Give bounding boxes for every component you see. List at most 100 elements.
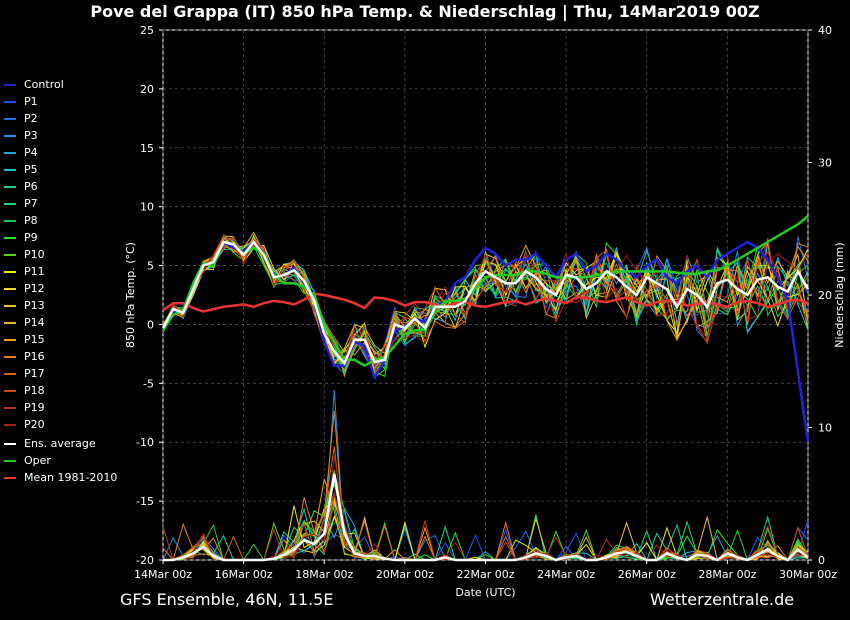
legend-swatch	[4, 118, 16, 120]
member-precip-line	[163, 455, 809, 561]
x-axis-label: Date (UTC)	[455, 586, 515, 599]
legend-item: P12	[4, 280, 122, 297]
y2-tick-label: 40	[818, 24, 832, 37]
legend-label: P11	[24, 265, 45, 278]
legend-label: P17	[24, 367, 45, 380]
member-precip-line	[163, 491, 809, 561]
legend-item: P19	[4, 399, 122, 416]
legend-swatch	[4, 220, 16, 222]
legend-label: P19	[24, 401, 45, 414]
y-axis-label: 850 hPa Temp. (°C)	[124, 242, 137, 348]
legend-label: Control	[24, 78, 64, 91]
legend-swatch	[4, 460, 16, 462]
x-tick-label: 14Mar 00z	[134, 568, 192, 581]
legend-label: P15	[24, 333, 45, 346]
legend-item: P10	[4, 246, 122, 263]
legend-label: P9	[24, 231, 38, 244]
legend-swatch	[4, 443, 16, 445]
y-tick-label: 0	[147, 318, 154, 331]
legend-item: P9	[4, 229, 122, 246]
x-tick-label: 16Mar 00z	[215, 568, 273, 581]
legend-item: P11	[4, 263, 122, 280]
y2-axis-label: Niederschlag (mm)	[833, 242, 846, 347]
legend-swatch	[4, 339, 16, 341]
legend-swatch	[4, 322, 16, 324]
legend-item: P15	[4, 331, 122, 348]
y2-tick-label: 30	[818, 157, 832, 170]
x-tick-label: 26Mar 00z	[618, 568, 676, 581]
legend-label: P5	[24, 163, 38, 176]
y-tick-label: 10	[140, 201, 154, 214]
y-tick-label: 20	[140, 83, 154, 96]
legend-swatch	[4, 203, 16, 205]
x-tick-label: 30Mar 00z	[779, 568, 837, 581]
legend-swatch	[4, 186, 16, 188]
x-tick-label: 20Mar 00z	[376, 568, 434, 581]
legend-label: P13	[24, 299, 45, 312]
legend-swatch	[4, 373, 16, 375]
source-label: Wetterzentrale.de	[650, 590, 795, 609]
legend-item: P8	[4, 212, 122, 229]
legend-swatch	[4, 101, 16, 103]
ens-average-precip-line	[163, 473, 809, 562]
y-tick-label: 25	[140, 24, 154, 37]
legend-label: P16	[24, 350, 45, 363]
ens-average-temp-line	[161, 239, 810, 366]
legend-swatch	[4, 356, 16, 358]
legend-swatch	[4, 305, 16, 307]
legend-label: P14	[24, 316, 45, 329]
legend-label: P6	[24, 180, 38, 193]
legend-item: P2	[4, 110, 122, 127]
legend-item: P17	[4, 365, 122, 382]
legend-label: P4	[24, 146, 38, 159]
legend-swatch	[4, 288, 16, 290]
legend-swatch	[4, 169, 16, 171]
legend-item: P4	[4, 144, 122, 161]
y-tick-label: -10	[136, 436, 154, 449]
legend-swatch	[4, 477, 16, 479]
legend-item: Ens. average	[4, 435, 122, 452]
legend-swatch	[4, 254, 16, 256]
y-tick-label: -15	[136, 495, 154, 508]
legend-item: P14	[4, 314, 122, 331]
y-tick-label: 5	[147, 260, 154, 273]
member-temp-line	[162, 234, 809, 363]
x-tick-label: 28Mar 00z	[698, 568, 756, 581]
legend-swatch	[4, 135, 16, 137]
y-tick-label: 15	[140, 142, 154, 155]
legend-item: P1	[4, 93, 122, 110]
legend: Control P1 P2 P3 P4 P5 P6 P7 P8 P9 P10 P11 P12 P13 P14…	[4, 76, 122, 486]
legend-item: Mean 1981-2010	[4, 469, 122, 486]
y2-tick-label: 0	[818, 554, 825, 567]
legend-label: Oper	[24, 454, 51, 467]
legend-item: P7	[4, 195, 122, 212]
legend-swatch	[4, 424, 16, 426]
x-tick-label: 18Mar 00z	[295, 568, 353, 581]
legend-label: P8	[24, 214, 38, 227]
legend-swatch	[4, 271, 16, 273]
legend-label: P12	[24, 282, 45, 295]
legend-item: P18	[4, 382, 122, 399]
legend-item: Oper	[4, 452, 122, 469]
x-tick-label: 22Mar 00z	[456, 568, 514, 581]
legend-label: Ens. average	[24, 437, 96, 450]
y-tick-label: -20	[136, 554, 154, 567]
x-tick-label: 24Mar 00z	[537, 568, 595, 581]
legend-label: P18	[24, 384, 45, 397]
y2-tick-label: 10	[818, 422, 832, 435]
legend-swatch	[4, 407, 16, 409]
y-tick-label: -5	[143, 377, 154, 390]
climate-mean-line	[162, 292, 809, 313]
member-temp-line	[162, 237, 809, 368]
legend-label: P10	[24, 248, 45, 261]
legend-label: P3	[24, 129, 38, 142]
legend-item: Control	[4, 76, 122, 93]
chart-title: Pove del Grappa (IT) 850 hPa Temp. & Nie…	[90, 2, 760, 21]
legend-label: P7	[24, 197, 38, 210]
legend-label: P20	[24, 418, 45, 431]
legend-item: P6	[4, 178, 122, 195]
legend-item: P5	[4, 161, 122, 178]
legend-item: P16	[4, 348, 122, 365]
legend-label: P2	[24, 112, 38, 125]
